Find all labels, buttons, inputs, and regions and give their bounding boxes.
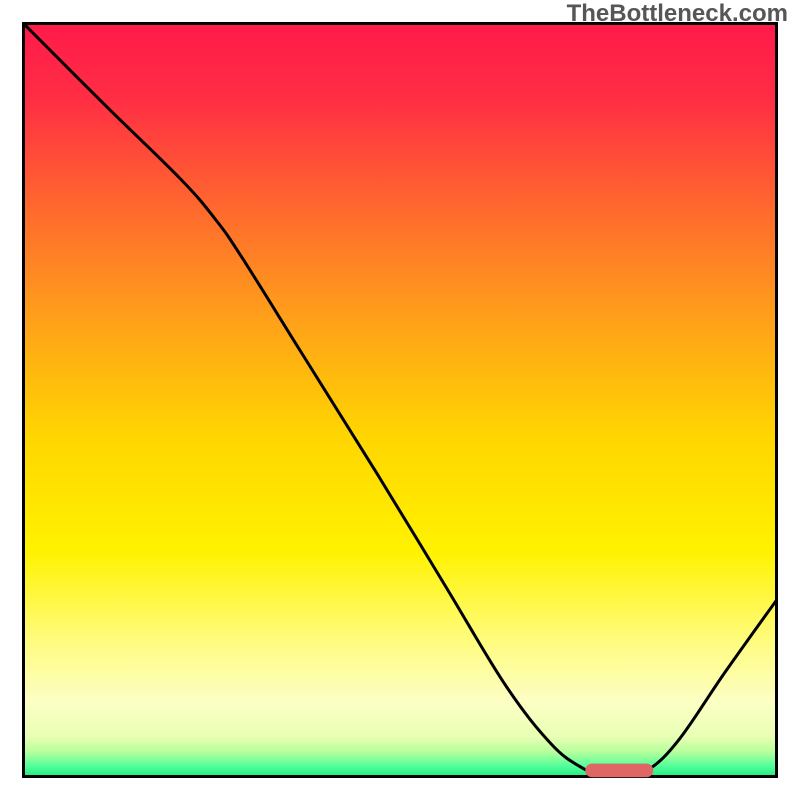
chart-container: { "watermark": { "text": "TheBottleneck.…	[0, 0, 800, 800]
chart-svg	[22, 22, 778, 778]
bottleneck-curve-chart	[22, 22, 778, 778]
optimal-marker	[585, 764, 653, 778]
